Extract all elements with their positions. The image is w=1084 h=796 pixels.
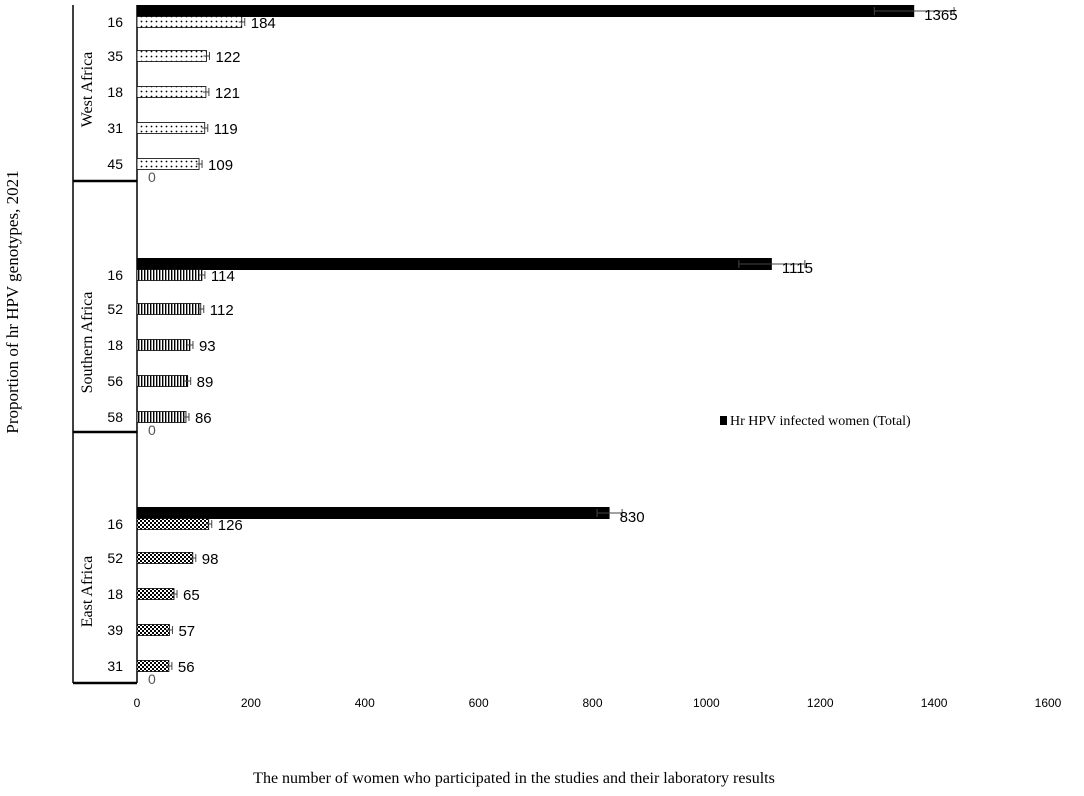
category-label-southern-africa-58: 58 (107, 409, 123, 425)
x-tick-label-600: 600 (469, 696, 489, 710)
region-label-southern-africa: Southern Africa (79, 292, 96, 394)
value-label-east-africa-39: 57 (178, 623, 195, 640)
value-label-west-africa-31: 119 (214, 121, 238, 138)
category-label-east-africa-31: 31 (107, 658, 123, 674)
x-axis-title: The number of women who participated in … (253, 770, 775, 787)
bar-west-africa-31 (136, 122, 206, 134)
value-label-west-africa-16: 184 (251, 15, 276, 32)
zero-label-east-africa: 0 (148, 671, 156, 687)
x-tick-label-1000: 1000 (693, 696, 720, 710)
bar-west-africa-18 (136, 86, 207, 98)
legend-swatch-total (720, 416, 727, 425)
category-label-east-africa-16: 16 (107, 516, 123, 532)
category-label-east-africa-52: 52 (107, 550, 123, 566)
value-label-southern-africa-58: 86 (195, 410, 212, 427)
category-label-west-africa-31: 31 (107, 120, 123, 136)
value-label-east-africa-52: 98 (202, 551, 219, 568)
value-label-west-africa-35: 122 (215, 49, 240, 66)
region-label-west-africa: West Africa (79, 52, 96, 128)
zero-label-southern-africa: 0 (148, 422, 156, 438)
x-tick-label-1600: 1600 (1035, 696, 1062, 710)
value-label-east-africa-16: 126 (218, 517, 243, 534)
y-axis-title: Proportion of hr HPV genotypes, 2021 (3, 170, 22, 433)
bar-southern-africa-58 (136, 411, 187, 423)
value-label-southern-africa-18: 93 (199, 338, 216, 355)
bar-west-africa-45 (136, 158, 200, 170)
category-label-west-africa-16: 16 (107, 14, 123, 30)
category-label-west-africa-18: 18 (107, 84, 123, 100)
bar-total-west-africa (137, 5, 915, 17)
category-label-southern-africa-52: 52 (107, 301, 123, 317)
category-label-southern-africa-56: 56 (107, 373, 123, 389)
x-tick-label-800: 800 (582, 696, 602, 710)
x-tick-label-0: 0 (134, 696, 141, 710)
chart-bars (136, 5, 955, 672)
value-label-west-africa-18: 121 (215, 85, 240, 102)
category-label-west-africa-35: 35 (107, 48, 123, 64)
x-tick-label-1400: 1400 (921, 696, 948, 710)
category-label-east-africa-39: 39 (107, 622, 123, 638)
bar-east-africa-18 (136, 588, 175, 600)
bar-total-southern-africa (137, 258, 772, 270)
legend: Hr HPV infected women (Total) (720, 414, 911, 429)
bar-east-africa-39 (136, 624, 170, 636)
category-label-southern-africa-16: 16 (107, 267, 123, 283)
region-label-east-africa: East Africa (79, 556, 96, 628)
category-label-southern-africa-18: 18 (107, 337, 123, 353)
bar-southern-africa-52 (136, 303, 202, 315)
bar-southern-africa-16 (136, 269, 203, 281)
x-tick-label-1200: 1200 (807, 696, 834, 710)
bar-west-africa-16 (136, 16, 243, 28)
value-label-southern-africa-16: 114 (211, 268, 235, 285)
zero-label-west-africa: 0 (148, 169, 156, 185)
value-label-southern-africa-52: 112 (210, 302, 234, 319)
value-label-east-africa-18: 65 (183, 587, 200, 604)
bar-west-africa-35 (136, 50, 207, 62)
bar-total-east-africa (137, 507, 610, 519)
bar-east-africa-31 (136, 660, 170, 672)
bar-east-africa-16 (136, 518, 210, 530)
x-tick-label-400: 400 (355, 696, 375, 710)
legend-label-total: Hr HPV infected women (Total) (730, 414, 911, 429)
bar-southern-africa-18 (136, 339, 191, 351)
value-label-east-africa-31: 56 (178, 659, 195, 676)
category-label-east-africa-18: 18 (107, 586, 123, 602)
value-label-total-southern-africa: 1115 (782, 260, 813, 277)
chart-labels: 1365 184 16 122 35 121 18 119 31 109 45 0 West Afric… (79, 7, 1062, 710)
bar-east-africa-52 (136, 552, 194, 564)
x-tick-label-200: 200 (241, 696, 261, 710)
value-label-southern-africa-56: 89 (197, 374, 214, 391)
value-label-total-west-africa: 1365 (924, 7, 957, 24)
value-label-west-africa-45: 109 (208, 157, 233, 174)
value-label-total-east-africa: 830 (620, 509, 645, 526)
category-label-west-africa-45: 45 (107, 156, 123, 172)
bar-southern-africa-56 (136, 375, 189, 387)
